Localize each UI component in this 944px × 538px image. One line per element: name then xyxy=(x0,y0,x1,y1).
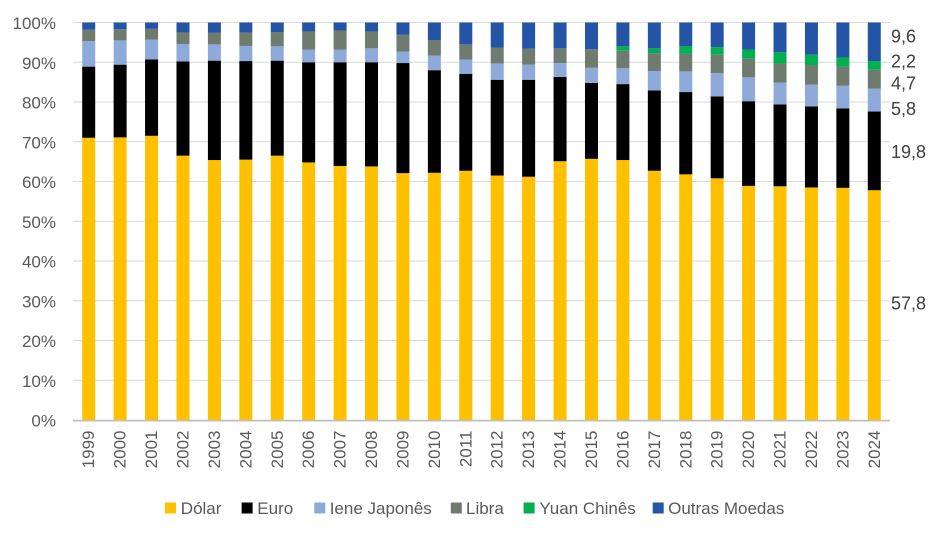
svg-text:2023: 2023 xyxy=(833,431,852,469)
svg-text:2005: 2005 xyxy=(268,431,287,469)
svg-text:5,8: 5,8 xyxy=(891,99,916,119)
svg-text:Outras Moedas: Outras Moedas xyxy=(668,499,784,518)
svg-text:1999: 1999 xyxy=(79,431,98,469)
svg-text:2003: 2003 xyxy=(205,431,224,469)
svg-text:2024: 2024 xyxy=(865,431,884,469)
svg-text:2021: 2021 xyxy=(771,431,790,469)
svg-text:10%: 10% xyxy=(22,372,56,391)
svg-text:2020: 2020 xyxy=(739,431,758,469)
svg-text:2001: 2001 xyxy=(142,431,161,469)
svg-text:2016: 2016 xyxy=(613,431,632,469)
svg-text:20%: 20% xyxy=(22,332,56,351)
svg-text:2006: 2006 xyxy=(299,431,318,469)
svg-text:2004: 2004 xyxy=(236,431,255,469)
svg-text:2000: 2000 xyxy=(111,431,130,469)
svg-text:57,8: 57,8 xyxy=(891,294,926,314)
svg-text:50%: 50% xyxy=(22,213,56,232)
svg-text:2013: 2013 xyxy=(519,431,538,469)
svg-text:2011: 2011 xyxy=(456,431,475,468)
svg-text:60%: 60% xyxy=(22,173,56,192)
svg-text:4,7: 4,7 xyxy=(891,74,916,94)
svg-text:2018: 2018 xyxy=(676,431,695,469)
svg-text:70%: 70% xyxy=(22,133,56,152)
svg-text:2,2: 2,2 xyxy=(891,51,916,71)
svg-text:2014: 2014 xyxy=(551,431,570,469)
svg-text:2022: 2022 xyxy=(802,431,821,469)
svg-text:2010: 2010 xyxy=(425,431,444,469)
svg-text:Dólar: Dólar xyxy=(181,499,222,518)
svg-text:90%: 90% xyxy=(22,54,56,73)
svg-text:Libra: Libra xyxy=(466,499,504,518)
svg-text:19,8: 19,8 xyxy=(891,142,926,162)
svg-text:2002: 2002 xyxy=(173,431,192,469)
svg-text:Euro: Euro xyxy=(257,499,293,518)
svg-text:30%: 30% xyxy=(22,292,56,311)
svg-text:2008: 2008 xyxy=(362,431,381,469)
svg-text:40%: 40% xyxy=(22,253,56,272)
svg-text:2009: 2009 xyxy=(393,431,412,469)
svg-text:100%: 100% xyxy=(13,14,56,33)
svg-text:0%: 0% xyxy=(31,412,56,431)
svg-text:9,6: 9,6 xyxy=(891,26,916,46)
svg-text:2015: 2015 xyxy=(582,431,601,469)
svg-text:80%: 80% xyxy=(22,94,56,113)
svg-text:Yuan Chinês: Yuan Chinês xyxy=(539,499,635,518)
svg-text:Iene Japonês: Iene Japonês xyxy=(330,499,432,518)
svg-text:2017: 2017 xyxy=(645,431,664,469)
svg-text:2012: 2012 xyxy=(488,431,507,469)
svg-text:2007: 2007 xyxy=(331,431,350,469)
svg-text:2019: 2019 xyxy=(708,431,727,469)
